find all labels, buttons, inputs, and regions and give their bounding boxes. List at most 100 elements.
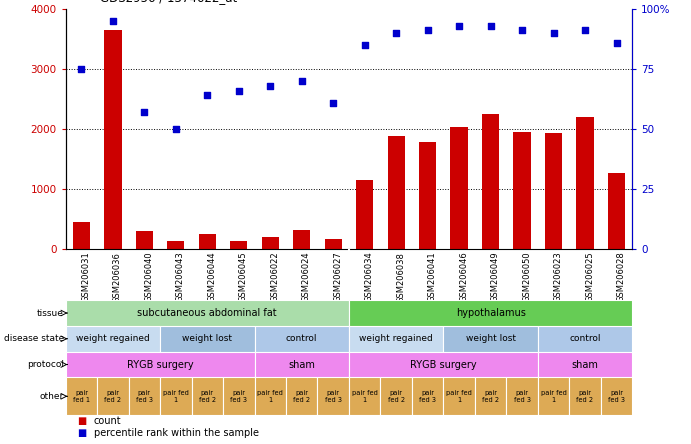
Bar (349, 352, 538, 377)
Text: GSM206038: GSM206038 (396, 252, 405, 302)
Text: pair fed
1: pair fed 1 (540, 390, 567, 403)
Point (580, 27, 591, 34)
Bar (66, 377, 97, 415)
Text: pair
fed 2: pair fed 2 (293, 390, 310, 403)
Bar (451, 127, 468, 249)
Text: control: control (569, 334, 600, 343)
Text: control: control (286, 334, 317, 343)
Bar (412, 377, 444, 415)
Text: GSM206036: GSM206036 (113, 252, 122, 302)
Bar (419, 142, 436, 249)
Point (548, 29, 559, 36)
Bar (538, 377, 569, 415)
Text: weight regained: weight regained (359, 334, 433, 343)
Text: weight lost: weight lost (466, 334, 515, 343)
Text: protocol: protocol (27, 360, 64, 369)
Text: RYGB surgery: RYGB surgery (410, 360, 477, 369)
Bar (198, 234, 216, 249)
Text: pair
fed 3: pair fed 3 (325, 390, 342, 403)
Bar (475, 377, 507, 415)
Text: GSM206025: GSM206025 (585, 252, 594, 302)
Bar (286, 377, 317, 415)
Text: hypothalamus: hypothalamus (455, 308, 526, 318)
Point (611, 39, 622, 46)
Bar (608, 173, 625, 249)
Text: sham: sham (288, 360, 315, 369)
Text: GSM206034: GSM206034 (365, 252, 374, 302)
Bar (73, 222, 90, 249)
Text: weight lost: weight lost (182, 334, 232, 343)
Text: pair
fed 2: pair fed 2 (388, 390, 405, 403)
Point (107, 17, 118, 24)
Text: GSM206043: GSM206043 (176, 252, 184, 302)
Bar (381, 377, 412, 415)
Bar (545, 133, 562, 249)
Bar (349, 300, 632, 326)
Text: pair
fed 3: pair fed 3 (230, 390, 247, 403)
Text: pair
fed 3: pair fed 3 (608, 390, 625, 403)
Text: GSM206041: GSM206041 (428, 252, 437, 302)
Text: GDS2956 / 1374622_at: GDS2956 / 1374622_at (100, 0, 238, 4)
Text: GSM206028: GSM206028 (616, 252, 625, 302)
Text: GSM206046: GSM206046 (459, 252, 468, 302)
Bar (349, 326, 444, 352)
Bar (160, 377, 191, 415)
Bar (356, 180, 373, 249)
Text: RYGB surgery: RYGB surgery (126, 360, 193, 369)
Bar (349, 377, 381, 415)
Text: pair
fed 2: pair fed 2 (482, 390, 499, 403)
Point (296, 77, 307, 84)
Text: GSM206050: GSM206050 (522, 252, 531, 302)
Text: subcutaneous abdominal fat: subcutaneous abdominal fat (138, 308, 277, 318)
Text: GSM206040: GSM206040 (144, 252, 153, 302)
Point (328, 99, 339, 106)
Text: GSM206045: GSM206045 (239, 252, 248, 302)
Text: GSM206024: GSM206024 (302, 252, 311, 302)
Point (139, 109, 150, 116)
Point (422, 27, 433, 34)
Text: percentile rank within the sample: percentile rank within the sample (94, 428, 259, 439)
Text: GSM206031: GSM206031 (82, 252, 91, 302)
Text: ■: ■ (77, 416, 86, 426)
Text: pair
fed 2: pair fed 2 (104, 390, 122, 403)
Point (202, 92, 213, 99)
Text: GSM206027: GSM206027 (333, 252, 342, 302)
Bar (104, 30, 122, 249)
Bar (444, 326, 538, 352)
Bar (513, 132, 531, 249)
Bar (507, 377, 538, 415)
Text: pair fed
1: pair fed 1 (163, 390, 189, 403)
Bar (167, 241, 184, 249)
Text: GSM206049: GSM206049 (491, 252, 500, 302)
Bar (66, 326, 160, 352)
Point (265, 82, 276, 89)
Bar (254, 377, 286, 415)
Text: pair
fed 2: pair fed 2 (576, 390, 594, 403)
Bar (482, 114, 500, 249)
Bar (569, 377, 600, 415)
Point (390, 29, 401, 36)
Bar (254, 352, 349, 377)
Bar (325, 239, 342, 249)
Text: pair fed
1: pair fed 1 (352, 390, 378, 403)
Bar (293, 230, 310, 249)
Text: sham: sham (571, 360, 598, 369)
Text: count: count (94, 416, 122, 426)
Text: pair fed
1: pair fed 1 (446, 390, 472, 403)
Text: GSM206023: GSM206023 (553, 252, 562, 302)
Bar (97, 377, 129, 415)
Bar (388, 136, 405, 249)
Bar (230, 241, 247, 249)
Point (234, 87, 245, 94)
Text: GSM206044: GSM206044 (207, 252, 216, 302)
Bar (444, 377, 475, 415)
Text: pair
fed 3: pair fed 3 (419, 390, 436, 403)
Bar (262, 237, 279, 249)
Bar (66, 300, 349, 326)
Point (359, 41, 370, 48)
Text: pair
fed 3: pair fed 3 (136, 390, 153, 403)
Text: disease state: disease state (4, 334, 64, 343)
Bar (317, 377, 349, 415)
Bar (160, 326, 254, 352)
Bar (538, 352, 632, 377)
